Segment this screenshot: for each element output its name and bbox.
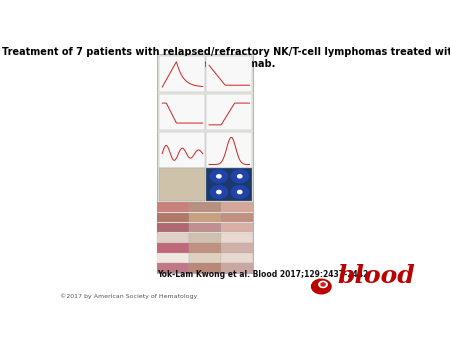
Circle shape <box>321 283 325 286</box>
FancyBboxPatch shape <box>158 263 189 273</box>
FancyBboxPatch shape <box>221 223 253 233</box>
FancyBboxPatch shape <box>221 243 253 253</box>
Circle shape <box>311 279 331 294</box>
FancyBboxPatch shape <box>159 132 205 168</box>
Circle shape <box>217 175 221 178</box>
FancyBboxPatch shape <box>158 233 189 243</box>
FancyBboxPatch shape <box>189 202 221 212</box>
FancyBboxPatch shape <box>158 253 189 263</box>
FancyBboxPatch shape <box>159 94 205 130</box>
FancyBboxPatch shape <box>158 213 189 222</box>
Circle shape <box>238 175 242 178</box>
FancyBboxPatch shape <box>189 213 221 222</box>
Text: Yok-Lam Kwong et al. Blood 2017;129:2437-2442: Yok-Lam Kwong et al. Blood 2017;129:2437… <box>158 270 369 279</box>
FancyBboxPatch shape <box>159 56 205 93</box>
FancyBboxPatch shape <box>189 243 221 253</box>
FancyBboxPatch shape <box>221 213 253 222</box>
Circle shape <box>231 186 248 198</box>
FancyBboxPatch shape <box>206 132 252 168</box>
FancyBboxPatch shape <box>158 202 189 212</box>
FancyBboxPatch shape <box>221 202 253 212</box>
Text: blood: blood <box>337 264 415 288</box>
FancyBboxPatch shape <box>221 253 253 263</box>
FancyBboxPatch shape <box>206 168 252 201</box>
Circle shape <box>210 186 228 198</box>
FancyBboxPatch shape <box>159 168 205 201</box>
Circle shape <box>238 190 242 194</box>
Circle shape <box>210 170 228 183</box>
Text: Treatment of 7 patients with relapsed/refractory NK/T-cell lymphomas treated wit: Treatment of 7 patients with relapsed/re… <box>2 47 450 70</box>
FancyBboxPatch shape <box>189 223 221 233</box>
Text: ©2017 by American Society of Hematology: ©2017 by American Society of Hematology <box>60 293 197 299</box>
FancyBboxPatch shape <box>158 223 189 233</box>
Circle shape <box>217 190 221 194</box>
FancyBboxPatch shape <box>189 263 221 273</box>
FancyBboxPatch shape <box>221 233 253 243</box>
FancyBboxPatch shape <box>189 253 221 263</box>
Circle shape <box>319 281 327 288</box>
FancyBboxPatch shape <box>206 56 252 93</box>
FancyBboxPatch shape <box>189 233 221 243</box>
Circle shape <box>231 170 248 183</box>
FancyBboxPatch shape <box>221 263 253 273</box>
FancyBboxPatch shape <box>158 54 253 273</box>
FancyBboxPatch shape <box>206 94 252 130</box>
FancyBboxPatch shape <box>158 243 189 253</box>
